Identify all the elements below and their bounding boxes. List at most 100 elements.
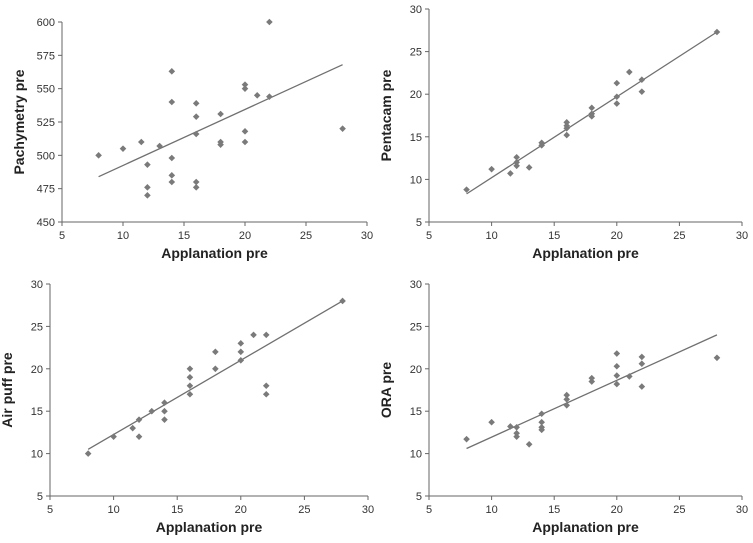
- chart-4-data-point: [513, 429, 520, 437]
- chart-1-data-point: [168, 172, 176, 179]
- chart-4-data-point: [638, 353, 646, 361]
- chart-4-data-point: [588, 374, 596, 382]
- chart-4-data-point: [638, 360, 646, 368]
- chart-2-data-point: [488, 165, 495, 173]
- chart-1-x-axis-label: Applanation pre: [161, 245, 268, 261]
- chart-1-y-tick-label: 525: [37, 117, 55, 129]
- chart-4-trendline: [466, 334, 718, 450]
- chart-4: 5 10 15 20 25 30 5 10 15 20 25 30 Applanation pre ORA…: [378, 279, 748, 535]
- chart-1-data-point: [339, 125, 346, 132]
- chart-1-data-point: [253, 92, 261, 99]
- chart-4-data-point: [613, 380, 621, 388]
- chart-2-data-point: [613, 100, 621, 107]
- chart-2-data-point: [626, 68, 633, 76]
- chart-3-y-tick-label: 25: [31, 321, 43, 333]
- chart-3-data-point: [110, 433, 117, 440]
- chart-1-y-tick-label: 575: [37, 50, 55, 62]
- chart-2-x-tick-label: 30: [736, 230, 748, 242]
- chart-3-data-point: [135, 416, 143, 423]
- chart-2-data-point: [638, 76, 646, 84]
- chart-1-data-point: [168, 68, 176, 75]
- chart-4-data-point: [538, 410, 545, 418]
- chart-4-x-axis-label: Applanation pre: [532, 519, 639, 535]
- chart-1-data-point: [168, 154, 176, 162]
- chart-3-x-tick-label: 15: [171, 504, 183, 516]
- chart-1-data-point: [144, 184, 151, 191]
- chart-1-data-point: [241, 138, 249, 146]
- chart-3-trendline: [87, 300, 343, 450]
- chart-1-y-tick-label: 475: [37, 184, 55, 196]
- chart-1-data-point: [168, 178, 176, 186]
- chart-3-data-point: [237, 357, 245, 364]
- chart-2: 5 10 15 20 25 30 5 10 15 20 25 30 Applanation pre Pen…: [378, 4, 748, 261]
- chart-1-data-point: [192, 100, 200, 107]
- chart-4-data-point: [563, 401, 571, 409]
- chart-1-data-point: [119, 145, 127, 152]
- chart-4-y-axis-label: ORA pre: [378, 362, 394, 418]
- chart-3-x-tick-label: 30: [362, 504, 374, 516]
- chart-1-data-point: [217, 141, 224, 148]
- chart-1-data-point: [144, 192, 151, 199]
- chart-2-y-tick-label: 10: [410, 174, 422, 186]
- chart-4-y-tick-label: 15: [410, 406, 422, 418]
- chart-3-x-axis-label: Applanation pre: [156, 519, 263, 535]
- chart-1-trendline: [98, 64, 343, 178]
- chart-3-y-tick-label: 30: [31, 279, 43, 291]
- chart-1-data-point: [266, 93, 273, 100]
- chart-3-data-point: [161, 399, 168, 407]
- chart-1-data-point: [192, 130, 200, 138]
- chart-3-data-point: [186, 373, 194, 381]
- chart-2-data-point: [513, 162, 520, 170]
- chart-2-y-tick-label: 30: [410, 4, 422, 16]
- chart-4-y-tick-label: 5: [416, 491, 422, 503]
- chart-4-data-point: [507, 423, 514, 430]
- chart-4-x-tick-label: 30: [736, 504, 748, 516]
- chart-1-y-tick-label: 600: [37, 17, 55, 29]
- chart-4-data-point: [613, 362, 621, 370]
- chart-4-data-point: [613, 372, 621, 379]
- chart-1-data-point: [144, 161, 151, 168]
- chart-2-data-point: [538, 142, 545, 149]
- chart-3-data-point: [186, 382, 194, 390]
- chart-1-data-point: [192, 178, 200, 186]
- chart-1-data-point: [95, 152, 102, 159]
- chart-2-data-point: [513, 159, 520, 166]
- chart-2-y-tick-label: 25: [410, 47, 422, 59]
- chart-1-x-tick-label: 5: [59, 230, 65, 242]
- chart-3-data-point: [161, 407, 168, 415]
- chart-4-y-tick-label: 20: [410, 364, 422, 376]
- chart-1-data-point: [156, 142, 163, 150]
- chart-2-x-tick-label: 25: [673, 230, 685, 242]
- chart-2-data-point: [588, 113, 596, 120]
- chart-3-data-point: [135, 433, 143, 440]
- chart-1-x-tick-label: 15: [178, 230, 190, 242]
- chart-3-y-tick-label: 5: [37, 491, 43, 503]
- chart-2-data-point: [525, 164, 533, 171]
- chart-1-x-tick-label: 20: [239, 230, 251, 242]
- chart-2-y-tick-label: 20: [410, 89, 422, 101]
- chart-1-y-axis-label: Pachymetry pre: [11, 69, 27, 174]
- chart-4-data-point: [463, 435, 470, 443]
- chart-1-x-tick-label: 10: [117, 230, 129, 242]
- chart-4-data-point: [538, 418, 545, 426]
- chart-2-x-tick-label: 15: [548, 230, 560, 242]
- chart-3-data-point: [212, 348, 219, 356]
- chart-1-y-tick-label: 500: [37, 150, 55, 162]
- chart-1-x-tick-label: 25: [300, 230, 312, 242]
- chart-1-data-point: [241, 85, 249, 92]
- chart-4-y-tick-label: 10: [410, 449, 422, 461]
- chart-4-data-point: [588, 378, 596, 385]
- chart-2-x-tick-label: 10: [485, 230, 497, 242]
- chart-3-data-point: [237, 340, 245, 347]
- chart-3-data-point: [339, 297, 346, 305]
- chart-2-data-point: [513, 153, 520, 161]
- chart-4-x-tick-label: 5: [426, 504, 432, 516]
- chart-1: 5 10 15 20 25 30 450 475 500 525 550 575 600 Applanat…: [11, 17, 373, 261]
- chart-3: 5 10 15 20 25 30 5 10 15 20 25 30 Applanation pre Air…: [0, 279, 374, 535]
- chart-2-data-point: [613, 93, 621, 101]
- chart-2-data-point: [588, 104, 596, 112]
- chart-4-data-point: [538, 426, 545, 434]
- chart-3-x-tick-label: 5: [47, 504, 53, 516]
- chart-2-data-point: [638, 88, 646, 95]
